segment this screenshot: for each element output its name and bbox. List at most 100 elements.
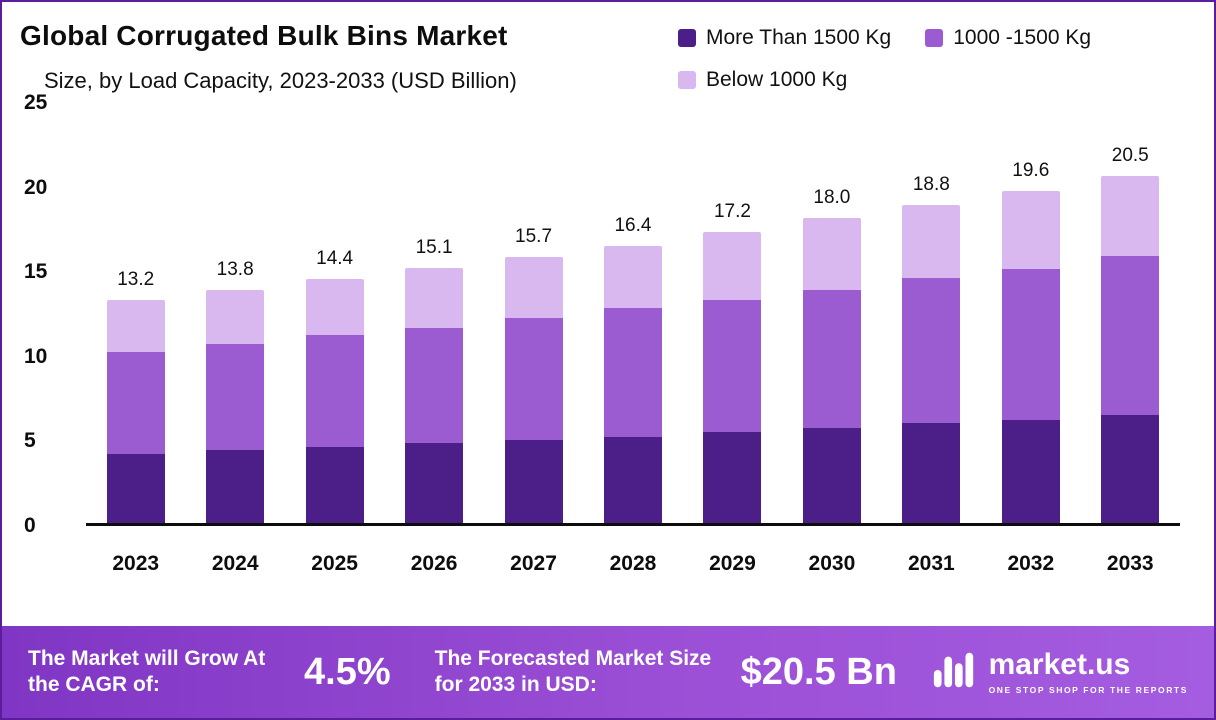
x-tick-label: 2026	[410, 552, 458, 575]
bar-segment-more-than-1500-kg	[504, 440, 563, 523]
bar-segment-below-1000-kg	[106, 299, 165, 353]
forecast-label: The Forecasted Market Size for 2033 in U…	[434, 646, 712, 696]
bar-segment-more-than-1500-kg	[902, 423, 961, 523]
legend-swatch-icon	[678, 29, 696, 47]
y-tick-label: 25	[24, 91, 48, 114]
bar-segment-below-1000-kg	[206, 289, 265, 344]
bar-2025: 14.4	[305, 100, 364, 523]
x-tick-label: 2032	[1007, 552, 1055, 575]
y-tick-label: 10	[24, 344, 48, 368]
x-tick-label: 2024	[211, 552, 259, 575]
bar-segment-more-than-1500-kg	[106, 453, 165, 523]
y-tick-label: 0	[24, 514, 36, 537]
bar-segment-below-1000-kg	[703, 232, 762, 300]
brand-name: market.us	[988, 647, 1131, 681]
bar-stack	[206, 289, 265, 523]
page-subtitle: Size, by Load Capacity, 2023-2033 (USD B…	[44, 68, 517, 93]
bar-total-label: 15.1	[415, 236, 453, 258]
bar-segment-1000-1500-kg	[902, 277, 961, 424]
bar-total-label: 18.8	[912, 173, 950, 195]
legend-item: More Than 1500 Kg	[678, 26, 891, 50]
legend-label: Below 1000 Kg	[706, 68, 848, 91]
legend-item: Below 1000 Kg	[678, 68, 847, 92]
bar-segment-below-1000-kg	[1101, 176, 1160, 256]
x-tick-label: 2030	[808, 552, 856, 575]
bar-segment-more-than-1500-kg	[405, 443, 464, 523]
bar-segment-below-1000-kg	[603, 245, 662, 309]
bar-segment-more-than-1500-kg	[1101, 414, 1160, 523]
bar-2032: 19.6	[1001, 100, 1060, 523]
bar-2031: 18.8	[902, 100, 961, 523]
bar-stack	[504, 257, 563, 523]
bar-stack	[405, 267, 464, 523]
page-title: Global Corrugated Bulk Bins Market	[20, 20, 508, 51]
bar-total-label: 13.2	[117, 268, 155, 290]
x-tick-label: 2028	[609, 552, 657, 575]
chart-header: Global Corrugated Bulk Bins Market Size,…	[2, 2, 1214, 94]
bar-segment-1000-1500-kg	[603, 308, 662, 437]
bar-stack	[802, 218, 861, 523]
bar-segment-below-1000-kg	[1001, 191, 1060, 270]
x-tick-label: 2031	[907, 552, 955, 575]
y-tick-label: 5	[24, 429, 36, 453]
bar-segment-below-1000-kg	[305, 279, 364, 336]
bar-segment-1000-1500-kg	[206, 343, 265, 451]
cagr-label: The Market will Grow At the CAGR of:	[28, 646, 266, 696]
bar-2029: 17.2	[703, 100, 762, 523]
bar-segment-1000-1500-kg	[305, 335, 364, 447]
bar-stack	[305, 279, 364, 523]
bar-total-label: 16.4	[614, 214, 652, 236]
bar-2030: 18.0	[802, 100, 861, 523]
bar-segment-1000-1500-kg	[1101, 255, 1160, 415]
bar-segment-below-1000-kg	[504, 257, 563, 319]
bar-segment-more-than-1500-kg	[703, 431, 762, 523]
bar-stack	[902, 204, 961, 523]
x-tick-label: 2027	[510, 552, 557, 575]
bar-segment-1000-1500-kg	[802, 289, 861, 429]
bar-stack	[1101, 176, 1160, 523]
x-tick-label: 2029	[709, 552, 756, 575]
plot-area: 13.2 13.8 14.4 15.1 15.7 16.4 17.2 18.0 18.8 19.6…	[86, 100, 1180, 526]
x-tick-label: 2033	[1106, 552, 1154, 575]
bar-total-label: 19.6	[1012, 160, 1050, 182]
bar-segment-more-than-1500-kg	[1001, 419, 1060, 523]
legend-label: More Than 1500 Kg	[706, 26, 892, 49]
cagr-value: 4.5%	[304, 650, 391, 693]
bar-segment-1000-1500-kg	[504, 318, 563, 441]
bar-total-label: 17.2	[713, 201, 751, 222]
bar-stack	[603, 245, 662, 523]
brand-block: market.us ONE STOP SHOP FOR THE REPORTS	[931, 647, 1188, 698]
bar-total-label: 15.7	[515, 226, 553, 248]
bar-segment-1000-1500-kg	[1001, 269, 1060, 420]
bar-segment-more-than-1500-kg	[305, 446, 364, 523]
bar-segment-1000-1500-kg	[106, 352, 165, 454]
legend-item: 1000 -1500 Kg	[925, 26, 1091, 50]
bar-segment-1000-1500-kg	[703, 299, 762, 432]
bar-segment-more-than-1500-kg	[802, 428, 861, 523]
legend-swatch-icon	[925, 29, 944, 47]
bar-segment-below-1000-kg	[802, 218, 861, 290]
bar-segment-below-1000-kg	[405, 267, 464, 329]
chart-area: 13.2 13.8 14.4 15.1 15.7 16.4 17.2 18.0 18.8 19.6…	[24, 91, 1180, 578]
bar-2028: 16.4	[603, 100, 662, 523]
bar-total-label: 18.0	[813, 187, 851, 209]
brand-tagline: ONE STOP SHOP FOR THE REPORTS	[988, 684, 1188, 695]
bar-segment-1000-1500-kg	[405, 328, 464, 444]
forecast-value: $20.5 Bn	[740, 650, 897, 693]
brand-text: market.us ONE STOP SHOP FOR THE REPORTS	[988, 647, 1188, 695]
bar-2033: 20.5	[1101, 100, 1160, 523]
x-tick-label: 2023	[112, 552, 160, 575]
bar-stack	[703, 232, 762, 523]
footer-banner: The Market will Grow At the CAGR of: 4.5…	[2, 626, 1214, 718]
legend-label: 1000 -1500 Kg	[953, 26, 1092, 49]
x-axis-labels: 2023 2024 2025 2026 2027 2028 2029 2030 2031 2032…	[86, 526, 1180, 578]
bar-segment-more-than-1500-kg	[603, 436, 662, 523]
bar-stack	[106, 299, 165, 523]
bar-total-label: 20.5	[1111, 145, 1149, 167]
bar-stack	[1001, 191, 1060, 523]
bar-segment-below-1000-kg	[902, 204, 961, 278]
bar-total-label: 14.4	[316, 248, 354, 270]
bar-2023: 13.2	[106, 100, 165, 523]
legend-swatch-icon	[678, 71, 696, 89]
